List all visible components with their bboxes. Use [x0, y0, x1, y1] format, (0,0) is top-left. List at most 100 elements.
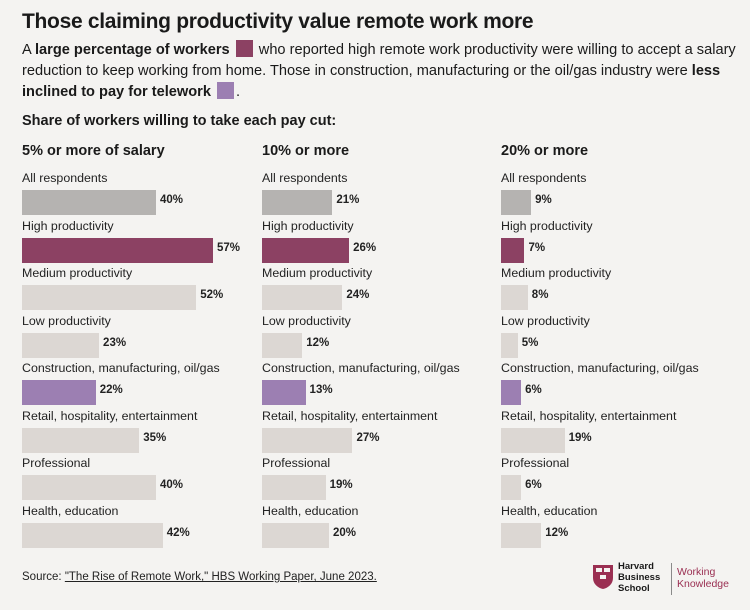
- bar: [262, 475, 326, 500]
- bar-row: Construction, manufacturing, oil/gas 22%: [22, 361, 252, 409]
- panel-3: 20% or more All respondents 9% High product…: [501, 143, 731, 548]
- hbs-line-1: Harvard: [618, 561, 654, 572]
- wk-line-1: Working: [677, 566, 716, 578]
- bar: [501, 332, 518, 358]
- value-label: 13%: [309, 384, 333, 396]
- intro-bold-2: less inclined to pay for telework: [22, 63, 721, 100]
- value-label: 19%: [329, 479, 353, 491]
- value-label: 12%: [306, 336, 330, 349]
- bar: [501, 475, 522, 500]
- bar: [22, 380, 96, 405]
- panel-1: 5% or more of salary All respondents 40% Hi…: [22, 143, 252, 548]
- bar: [262, 380, 306, 405]
- value-label: 5%: [521, 336, 539, 349]
- logo-divider: [671, 563, 672, 595]
- bar: [501, 427, 565, 453]
- hbs-working-knowledge-logo: Harvard Business School Working Knowledg…: [592, 560, 742, 600]
- category-label: Retail, hospitality, entertainment: [262, 408, 438, 423]
- hbs-shield-icon: [593, 565, 613, 589]
- bar: [22, 237, 213, 263]
- value-label: 6%: [525, 384, 542, 396]
- bar-row: Construction, manufacturing, oil/gas 6%: [501, 361, 731, 409]
- value-label: 22%: [99, 384, 123, 396]
- category-label: Health, education: [501, 503, 598, 518]
- bar-row: All respondents 9%: [501, 171, 731, 219]
- value-label: 23%: [103, 336, 127, 349]
- bar-row: Retail, hospitality, entertainment 35%: [22, 409, 252, 457]
- value-label: 19%: [568, 431, 592, 444]
- bar: [262, 285, 343, 310]
- value-label: 40%: [160, 194, 184, 206]
- value-label: 8%: [531, 289, 549, 301]
- bar: [22, 475, 156, 500]
- category-label: All respondents: [501, 171, 587, 185]
- value-label: 24%: [346, 289, 370, 301]
- panel-title: 20% or more: [501, 143, 589, 159]
- value-label: 9%: [535, 194, 552, 206]
- intro-text: A large percentage of workers who report…: [22, 40, 737, 103]
- category-label: Medium productivity: [22, 266, 133, 280]
- category-label: Construction, manufacturing, oil/gas: [262, 361, 460, 375]
- value-label: 40%: [160, 479, 184, 491]
- value-label: 12%: [545, 526, 569, 539]
- category-label: Health, education: [22, 503, 119, 518]
- bar-row: Medium productivity 52%: [22, 266, 252, 314]
- bar: [501, 237, 525, 263]
- bar-row: Professional 19%: [262, 456, 492, 504]
- source-link[interactable]: "The Rise of Remote Work," HBS Working P…: [64, 571, 377, 583]
- bar: [262, 237, 350, 263]
- bar: [22, 190, 156, 215]
- value-label: 42%: [166, 526, 190, 539]
- value-label: 52%: [200, 289, 224, 301]
- category-label: Medium productivity: [501, 266, 612, 280]
- category-label: High productivity: [262, 218, 354, 233]
- bar: [22, 522, 163, 548]
- construction-swatch: [217, 82, 235, 99]
- bar: [501, 522, 542, 548]
- bar: [22, 427, 140, 453]
- value-label: 20%: [333, 526, 357, 539]
- bar-row: High productivity 57%: [22, 219, 252, 267]
- bar-row: Health, education 42%: [22, 504, 252, 552]
- chart-title: Those claiming productivity value remote…: [22, 10, 534, 33]
- chart-subheading: Share of workers willing to take each pa…: [22, 113, 337, 129]
- panel-2: 10% or more All respondents 21% High produc…: [262, 143, 492, 548]
- bar-row: Professional 6%: [501, 456, 731, 504]
- bar-row: High productivity 7%: [501, 219, 731, 267]
- bar: [262, 522, 329, 548]
- source-note: Source: "The Rise of Remote Work," HBS W…: [22, 571, 377, 583]
- value-label: 35%: [143, 431, 167, 444]
- category-label: Retail, hospitality, entertainment: [22, 408, 198, 423]
- category-label: Low productivity: [262, 313, 351, 328]
- value-label: 26%: [353, 241, 377, 254]
- intro-part-2: who reported high remote work productivi…: [22, 42, 736, 79]
- hbs-line-3: School: [618, 583, 650, 594]
- category-label: Construction, manufacturing, oil/gas: [22, 361, 220, 375]
- category-label: Retail, hospitality, entertainment: [501, 408, 677, 423]
- value-label: 27%: [356, 431, 380, 444]
- bar-row: Retail, hospitality, entertainment 19%: [501, 409, 731, 457]
- bar-row: All respondents 40%: [22, 171, 252, 219]
- category-label: Professional: [22, 456, 91, 470]
- category-label: Professional: [501, 456, 570, 470]
- bar: [262, 332, 303, 358]
- intro-part-3: .: [236, 84, 241, 100]
- bar-row: High productivity 26%: [262, 219, 492, 267]
- category-label: All respondents: [262, 171, 348, 185]
- hbs-wordmark: Harvard Business School: [618, 561, 660, 594]
- intro-bold-1: large percentage of workers: [34, 42, 230, 58]
- value-label: 6%: [525, 479, 542, 491]
- value-label: 57%: [216, 241, 240, 254]
- category-label: Construction, manufacturing, oil/gas: [501, 361, 699, 375]
- bar: [262, 427, 353, 453]
- bar-row: Construction, manufacturing, oil/gas 13%: [262, 361, 492, 409]
- category-label: Low productivity: [501, 313, 590, 328]
- category-label: Medium productivity: [262, 266, 373, 280]
- wk-line-2: Knowledge: [677, 578, 729, 590]
- category-label: High productivity: [501, 218, 593, 233]
- value-label: 7%: [528, 241, 546, 254]
- bar: [22, 332, 100, 358]
- value-label: 21%: [336, 194, 360, 206]
- bar-row: Professional 40%: [22, 456, 252, 504]
- bar-row: Low productivity 5%: [501, 314, 731, 362]
